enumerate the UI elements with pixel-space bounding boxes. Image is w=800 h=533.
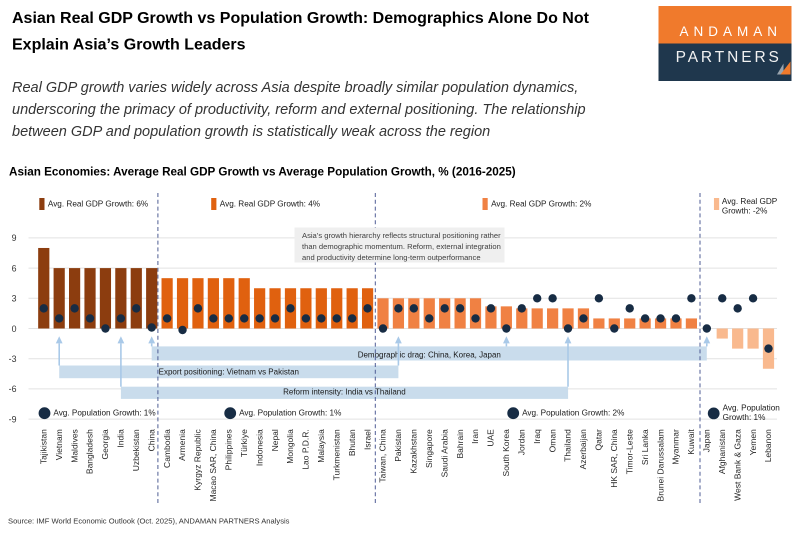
svg-text:0: 0 xyxy=(12,324,17,334)
svg-text:PARTNERS: PARTNERS xyxy=(676,49,782,66)
svg-text:Source: IMF World Economic Out: Source: IMF World Economic Outlook (Oct.… xyxy=(8,517,290,526)
svg-text:and productivity determine lon: and productivity determine long-term out… xyxy=(302,253,481,262)
svg-text:Bangladesh: Bangladesh xyxy=(85,429,95,474)
svg-text:India: India xyxy=(116,429,126,448)
svg-text:Qatar: Qatar xyxy=(594,429,604,450)
svg-text:Turkmenistan: Turkmenistan xyxy=(331,429,341,480)
svg-text:West Bank & Gaza: West Bank & Gaza xyxy=(732,429,742,501)
svg-text:Export positioning: Vietnam vs: Export positioning: Vietnam vs Pakistan xyxy=(159,368,299,377)
svg-text:-3: -3 xyxy=(9,354,17,364)
svg-text:Cambodia: Cambodia xyxy=(162,429,172,468)
svg-text:Demographic drag: China, Korea: Demographic drag: China, Korea, Japan xyxy=(358,350,501,359)
svg-text:Reform intensity: India vs Tha: Reform intensity: India vs Thailand xyxy=(283,387,406,396)
svg-text:Philippines: Philippines xyxy=(224,429,234,470)
svg-text:Saudi Arabia: Saudi Arabia xyxy=(439,429,449,477)
svg-text:Myanmar: Myanmar xyxy=(671,429,681,465)
svg-text:UAE: UAE xyxy=(486,429,496,447)
svg-text:Jordan: Jordan xyxy=(516,429,526,455)
svg-text:Singapore: Singapore xyxy=(424,429,434,468)
svg-text:than demographic momentum. Ref: than demographic momentum. Reform, exter… xyxy=(302,242,501,251)
svg-text:Real GDP growth varies widely: Real GDP growth varies widely across Asi… xyxy=(12,80,578,96)
svg-text:Growth: -2%: Growth: -2% xyxy=(722,207,768,216)
svg-text:Bahrain: Bahrain xyxy=(455,429,465,459)
svg-text:Avg. Real GDP Growth: 6%: Avg. Real GDP Growth: 6% xyxy=(48,199,148,208)
svg-text:China: China xyxy=(146,429,156,451)
svg-text:between GDP and population gro: between GDP and population growth is sta… xyxy=(12,124,490,140)
svg-text:Japan: Japan xyxy=(702,429,712,452)
svg-text:Iran: Iran xyxy=(470,429,480,444)
svg-text:Avg. Population Growth: 1%: Avg. Population Growth: 1% xyxy=(239,408,341,417)
svg-text:Lebanon: Lebanon xyxy=(763,429,773,462)
svg-text:Armenia: Armenia xyxy=(177,429,187,461)
svg-text:3: 3 xyxy=(12,294,17,304)
svg-text:Timor-Leste: Timor-Leste xyxy=(624,429,634,474)
svg-text:Iraq: Iraq xyxy=(532,429,542,444)
svg-text:Brunei Darussalam: Brunei Darussalam xyxy=(655,429,665,501)
svg-text:Thailand: Thailand xyxy=(563,429,573,462)
svg-text:Malaysia: Malaysia xyxy=(316,429,326,463)
svg-text:Afghanistan: Afghanistan xyxy=(717,429,727,474)
svg-text:Explain Asia’s Growth Leaders: Explain Asia’s Growth Leaders xyxy=(12,37,246,54)
svg-text:Georgia: Georgia xyxy=(100,429,110,460)
svg-text:Bhutan: Bhutan xyxy=(347,429,357,456)
svg-text:9: 9 xyxy=(12,233,17,243)
svg-text:HK SAR, China: HK SAR, China xyxy=(609,429,619,488)
svg-text:Kuwait: Kuwait xyxy=(686,429,696,455)
svg-text:Avg. Real GDP: Avg. Real GDP xyxy=(722,197,778,206)
svg-text:South Korea: South Korea xyxy=(501,429,511,477)
svg-text:Azerbaijan: Azerbaijan xyxy=(578,429,588,469)
svg-text:Uzbekistan: Uzbekistan xyxy=(131,429,141,471)
svg-text:6: 6 xyxy=(12,263,17,273)
svg-text:Asian Economies: Average Real: Asian Economies: Average Real GDP Growth… xyxy=(9,166,516,179)
svg-text:Israel: Israel xyxy=(362,429,372,450)
svg-text:Avg. Real GDP Growth: 2%: Avg. Real GDP Growth: 2% xyxy=(491,199,591,208)
svg-text:Yemen: Yemen xyxy=(748,429,758,455)
svg-text:Avg. Real GDP Growth: 4%: Avg. Real GDP Growth: 4% xyxy=(220,199,320,208)
svg-text:Tajikistan: Tajikistan xyxy=(38,429,48,464)
svg-text:Avg. Population: Avg. Population xyxy=(723,403,781,412)
svg-text:Growth: 1%: Growth: 1% xyxy=(723,413,766,422)
svg-text:Avg. Population Growth: 1%: Avg. Population Growth: 1% xyxy=(53,408,155,417)
svg-text:-9: -9 xyxy=(9,414,17,424)
svg-text:Lao P.D.R.: Lao P.D.R. xyxy=(301,429,311,469)
svg-text:Avg. Population Growth: 2%: Avg. Population Growth: 2% xyxy=(522,408,624,417)
svg-text:Asia’s growth hierarchy reflec: Asia’s growth hierarchy reflects structu… xyxy=(302,231,501,240)
svg-text:Mongolia: Mongolia xyxy=(285,429,295,464)
svg-text:Kazakhstan: Kazakhstan xyxy=(409,429,419,474)
svg-text:Türkiye: Türkiye xyxy=(239,429,249,457)
svg-text:Pakistan: Pakistan xyxy=(393,429,403,462)
svg-text:Vietnam: Vietnam xyxy=(54,429,64,460)
svg-text:ANDAMAN: ANDAMAN xyxy=(679,24,782,39)
svg-text:Asian Real GDP Growth vs Popul: Asian Real GDP Growth vs Population Grow… xyxy=(12,10,590,27)
svg-text:Sri Lanka: Sri Lanka xyxy=(640,429,650,465)
svg-text:Kyrgyz Republic: Kyrgyz Republic xyxy=(193,428,203,490)
svg-text:underscoring the primacy of pr: underscoring the primacy of productivity… xyxy=(12,102,586,118)
svg-text:Maldives: Maldives xyxy=(69,429,79,463)
svg-text:Indonesia: Indonesia xyxy=(254,429,264,466)
svg-text:Nepal: Nepal xyxy=(270,429,280,451)
svg-text:Macao SAR, China: Macao SAR, China xyxy=(208,429,218,502)
svg-text:Oman: Oman xyxy=(547,429,557,452)
svg-text:Taiwan, China: Taiwan, China xyxy=(378,429,388,483)
svg-text:-6: -6 xyxy=(9,384,17,394)
